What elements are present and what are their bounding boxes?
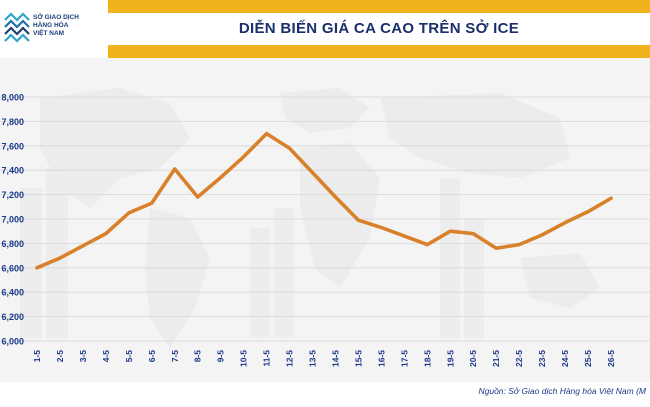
data-point [219,175,223,180]
x-tick-label: 22-5 [514,350,524,367]
data-point [471,232,475,236]
data-point [81,244,85,248]
x-tick-label: 8-5 [193,350,203,363]
data-point [265,132,269,136]
x-tick-label: 15-5 [353,350,363,367]
data-point [287,146,292,150]
y-tick-label: 6,400 [1,288,24,298]
x-tick-label: 23-5 [537,350,547,367]
y-axis-ticks: 6,000 6,200 6,400 6,600 6,800 7,000 7,200 7,400… [1,93,24,347]
data-point [58,256,62,260]
x-tick-label: 13-5 [308,350,318,367]
x-tick-label: 12-5 [285,350,295,367]
data-point [517,243,521,247]
data-point [127,211,131,215]
data-point [609,196,613,200]
y-tick-label: 7,400 [1,166,24,176]
y-tick-label: 8,000 [1,93,24,103]
y-tick-label: 7,600 [1,141,24,151]
x-tick-label: 6-5 [147,350,157,363]
source-note: Nguồn: Sở Giao dịch Hàng hóa Việt Nam (M [478,386,646,396]
x-tick-label: 21-5 [491,350,501,367]
y-tick-label: 7,800 [1,117,24,127]
mxv-logo-icon [4,12,30,43]
x-tick-label: 4-5 [101,350,111,363]
grid-lines [0,96,650,342]
data-point [196,195,200,199]
data-point [104,232,108,236]
chart-title: DIỄN BIẾN GIÁ CA CAO TRÊN SỞ ICE [238,20,520,37]
data-point [425,243,429,247]
x-tick-label: 7-5 [170,350,180,363]
x-tick-label: 9-5 [216,350,226,363]
x-tick-label: 19-5 [445,350,455,367]
x-tick-label: 3-5 [78,350,88,363]
data-point [379,225,383,230]
x-tick-label: 20-5 [468,350,478,367]
logo-text: SỞ GIAO DỊCH HÀNG HÓA VIỆT NAM [33,14,107,38]
data-point [310,171,315,175]
x-tick-label: 17-5 [399,350,409,367]
x-tick-label: 2-5 [55,350,65,363]
x-axis-ticks: 1-5 2-5 3-5 4-5 5-5 6-5 7-5 8-5 9-5 10-5 11-5 12-5 1… [32,350,616,367]
x-tick-label: 26-5 [606,350,616,367]
x-tick-label: 25-5 [583,350,593,367]
x-tick-label: 18-5 [422,350,432,367]
logo-line-3: VIỆT NAM [33,30,65,37]
x-tick-label: 11-5 [262,350,272,367]
data-point [356,218,361,222]
data-point [494,246,498,250]
logo-line-1: SỞ GIAO DỊCH [33,14,79,21]
y-tick-label: 6,200 [1,312,24,322]
data-point [448,229,452,233]
y-tick-label: 6,800 [1,239,24,249]
logo-line-2: HÀNG HÓA [33,22,69,29]
y-tick-label: 7,200 [1,190,24,200]
data-point [540,233,544,237]
data-point [173,167,177,171]
data-point [35,266,39,270]
x-tick-label: 5-5 [124,350,134,363]
logo: SỞ GIAO DỊCH HÀNG HÓA VIỆT NAM [0,0,108,58]
y-tick-label: 7,000 [1,215,24,225]
data-point [586,210,590,214]
x-tick-label: 14-5 [330,350,340,367]
data-point [242,155,246,159]
y-tick-label: 6,600 [1,263,24,273]
x-tick-label: 16-5 [376,350,386,367]
y-tick-label: 6,000 [1,337,24,347]
x-tick-label: 24-5 [560,350,570,367]
data-point [150,201,154,205]
series-line [35,131,613,270]
series-group [35,131,613,270]
x-tick-label: 1-5 [32,350,42,363]
title-box: DIỄN BIẾN GIÁ CA CAO TRÊN SỞ ICE [108,13,650,45]
x-tick-label: 10-5 [239,350,249,367]
data-point [563,221,567,225]
data-point [333,195,338,199]
data-point [402,234,406,238]
